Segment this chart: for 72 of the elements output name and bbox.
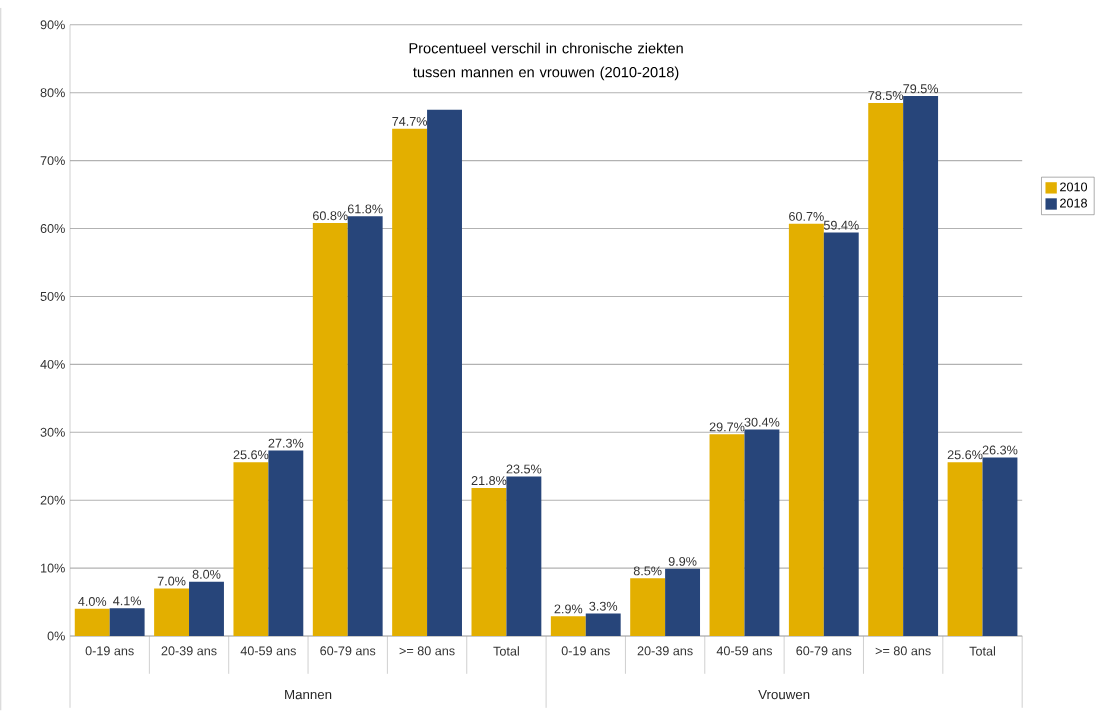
y-tick-label: 20% <box>40 495 65 505</box>
bar <box>788 223 824 637</box>
x-tick-label: 0-19 ans <box>561 646 610 656</box>
bar <box>550 616 586 637</box>
data-label: 2.9% <box>554 604 583 614</box>
bar <box>823 232 859 637</box>
y-tick-label: 40% <box>40 359 65 369</box>
x-tick-label: 20-39 ans <box>161 646 217 656</box>
bar <box>154 588 190 637</box>
x-tick-label: >= 80 ans <box>875 646 931 656</box>
data-label: 25.6% <box>947 450 983 460</box>
x-tick-label: 40-59 ans <box>716 646 773 656</box>
bar <box>868 102 904 637</box>
data-label: 59.4% <box>823 220 859 230</box>
data-label: 29.7% <box>709 422 745 432</box>
x-tick-label: Total <box>969 646 995 656</box>
x-tick-label: 40-59 ans <box>240 646 296 656</box>
x-tick-label: >= 80 ans <box>399 646 455 656</box>
y-tick-label: 30% <box>40 427 65 437</box>
text: Procentueel verschil in chronische ziekten tussen mannen en vrouwen (2010-2018) <box>409 42 683 81</box>
y-tick-label: 10% <box>41 563 65 573</box>
bar <box>427 109 462 637</box>
y-tick-label: 0% <box>47 631 65 641</box>
data-label: 79.5% <box>903 84 939 94</box>
data-label: 60.7% <box>789 211 824 221</box>
data-label: 4.0% <box>78 596 107 606</box>
y-tick-label: 50% <box>40 291 65 301</box>
data-label: 61.8% <box>347 204 383 214</box>
data-label: 7.0% <box>157 576 186 586</box>
bar <box>189 581 224 637</box>
x-tick-label: 20-39 ans <box>637 646 693 656</box>
bar <box>665 568 701 637</box>
data-label: 23.5% <box>506 464 542 474</box>
bar <box>903 96 939 637</box>
x-tick-label: 60-79 ans <box>796 646 852 656</box>
text: Mannen <box>285 689 332 700</box>
y-tick-label: 60% <box>40 224 65 233</box>
data-label: 3.3% <box>589 601 618 611</box>
data-label: 27.3% <box>268 438 304 448</box>
data-label: 9.9% <box>668 556 697 566</box>
bar <box>109 608 145 637</box>
data-label: 4.1% <box>113 596 142 606</box>
bar <box>392 128 428 637</box>
legend-label: 2018 <box>1060 198 1087 208</box>
bar <box>709 434 745 637</box>
bar <box>744 429 780 637</box>
bar <box>74 608 110 637</box>
bar <box>585 613 621 637</box>
bar <box>312 223 348 637</box>
bar <box>233 462 269 637</box>
data-label: 8.5% <box>633 566 662 576</box>
bar <box>471 487 507 637</box>
bar <box>947 462 983 637</box>
bar <box>506 476 542 637</box>
data-label: 26.3% <box>982 445 1018 455</box>
y-tick-label: 80% <box>40 88 65 98</box>
x-tick-label: 60-79 ans <box>320 646 376 656</box>
text: Vrouwen <box>758 689 810 700</box>
x-tick-label: Total <box>493 646 519 656</box>
bar <box>347 216 383 637</box>
bar <box>268 450 304 637</box>
data-label: 60.8% <box>313 211 348 221</box>
y-tick-label: 70% <box>40 156 65 166</box>
data-label: 78.5% <box>868 91 904 100</box>
legend-label: 2010 <box>1060 182 1088 192</box>
bar <box>982 457 1018 637</box>
data-label: 8.0% <box>192 569 221 579</box>
data-label: 30.4% <box>744 417 780 427</box>
x-tick-label: 0-19 ans <box>85 646 134 656</box>
y-tick-label: 90% <box>40 20 65 30</box>
bar <box>630 578 666 637</box>
data-label: 74.7% <box>392 116 428 126</box>
